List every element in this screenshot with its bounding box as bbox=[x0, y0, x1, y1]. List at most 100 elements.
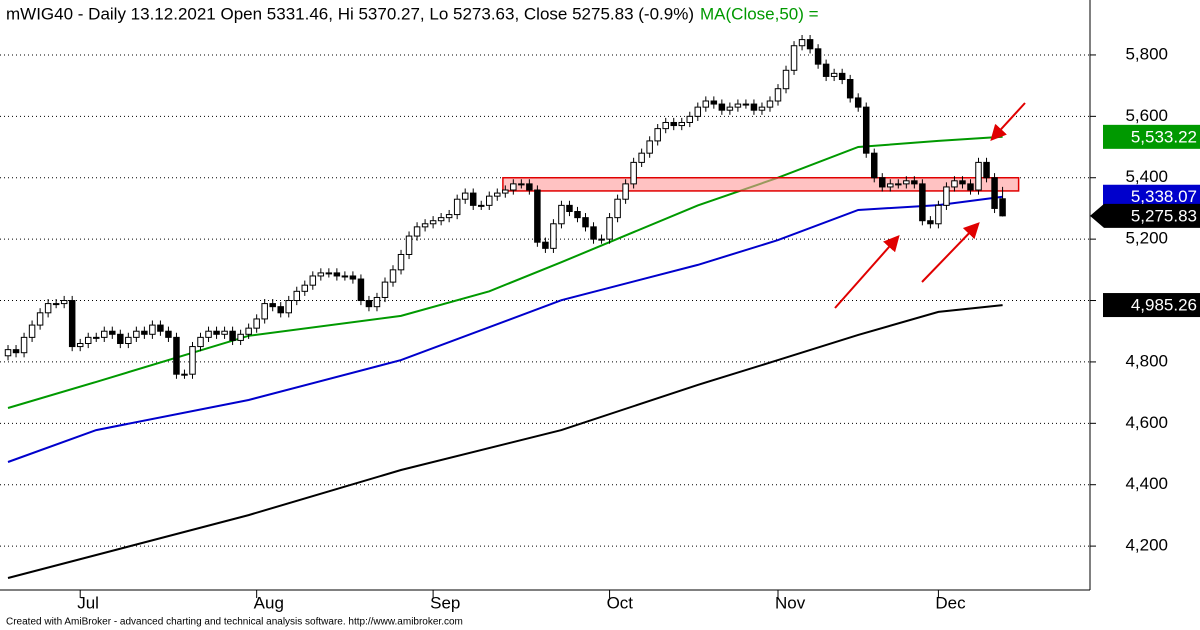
candle-body bbox=[20, 336, 28, 354]
candle-body bbox=[84, 336, 92, 345]
candle-body bbox=[117, 333, 124, 345]
candle-body bbox=[277, 306, 284, 314]
candle-body bbox=[758, 106, 766, 111]
candle-body bbox=[349, 275, 357, 280]
arrow bbox=[921, 222, 980, 283]
y-tick-label: 4,200 bbox=[1125, 536, 1168, 555]
candle-body bbox=[341, 275, 349, 278]
y-tick-label: 4,800 bbox=[1125, 351, 1168, 370]
y-tick-label: 4,600 bbox=[1125, 413, 1168, 432]
candle-body bbox=[903, 180, 910, 185]
ma-line bbox=[7, 304, 1003, 579]
candle-body bbox=[558, 204, 565, 225]
candle-body bbox=[429, 220, 437, 225]
candle-body bbox=[694, 106, 702, 117]
candle-body bbox=[181, 373, 188, 376]
candle-body bbox=[622, 183, 629, 200]
candle-body bbox=[213, 330, 220, 335]
candle-body bbox=[550, 223, 557, 249]
candle-body bbox=[381, 281, 389, 298]
ma-line bbox=[7, 195, 1003, 463]
candle-body bbox=[662, 121, 669, 130]
x-tick-label: Aug bbox=[254, 593, 284, 612]
candle-body bbox=[870, 152, 878, 179]
candle-body bbox=[92, 336, 100, 339]
candle-body bbox=[742, 103, 750, 106]
candle-body bbox=[887, 183, 894, 188]
candle-body bbox=[4, 349, 12, 357]
candle-body bbox=[678, 121, 686, 127]
candle-body bbox=[365, 300, 373, 308]
candle-body bbox=[486, 195, 493, 206]
candle-body bbox=[293, 290, 301, 302]
candle-body bbox=[245, 327, 252, 335]
candle-body bbox=[654, 128, 661, 142]
candle-body bbox=[309, 275, 317, 286]
candle-body bbox=[261, 303, 268, 320]
candle-body bbox=[790, 45, 798, 71]
candle-body bbox=[927, 220, 934, 225]
candle-body bbox=[502, 189, 509, 194]
candle-body bbox=[951, 180, 958, 188]
candle-body bbox=[357, 278, 365, 302]
candle-body bbox=[774, 88, 782, 102]
candle-body bbox=[101, 330, 108, 338]
candle-body bbox=[983, 161, 990, 179]
candle-body bbox=[630, 161, 637, 185]
x-tick-label: Dec bbox=[935, 593, 966, 612]
candle-body bbox=[566, 204, 573, 213]
candle-body bbox=[229, 330, 236, 341]
candle-body bbox=[205, 330, 212, 338]
candle-body bbox=[574, 211, 581, 219]
candle-body bbox=[301, 284, 309, 292]
candle-body bbox=[76, 343, 84, 348]
candle-body bbox=[879, 177, 886, 188]
candle-body bbox=[782, 69, 790, 90]
candle-body bbox=[421, 223, 429, 228]
candle-body bbox=[895, 183, 902, 186]
value-tag-label: 5,338.07 bbox=[1131, 187, 1197, 206]
x-tick-label: Nov bbox=[775, 593, 806, 612]
candle-body bbox=[919, 183, 926, 222]
candle-body bbox=[221, 330, 228, 335]
candle-body bbox=[798, 39, 806, 47]
candle-body bbox=[453, 198, 461, 216]
x-tick-label: Sep bbox=[430, 593, 460, 612]
candle-body bbox=[598, 238, 605, 241]
candle-body bbox=[814, 48, 822, 65]
candle-body bbox=[526, 183, 533, 191]
candle-body bbox=[36, 312, 44, 326]
candle-body bbox=[518, 183, 525, 186]
value-tag-label: 4,985.26 bbox=[1131, 296, 1197, 315]
candle-body bbox=[477, 204, 485, 207]
candle-body bbox=[935, 204, 942, 225]
arrow bbox=[834, 235, 900, 309]
candle-body bbox=[253, 318, 260, 329]
candle-body bbox=[999, 198, 1006, 217]
candle-body bbox=[44, 303, 52, 314]
candle-body bbox=[686, 115, 694, 123]
candle-body bbox=[822, 63, 830, 77]
candle-body bbox=[862, 106, 870, 154]
y-tick-label: 5,200 bbox=[1125, 229, 1168, 248]
candle-body bbox=[614, 198, 621, 219]
candle-body bbox=[389, 269, 397, 283]
y-tick-label: 4,400 bbox=[1125, 474, 1168, 493]
candle-body bbox=[52, 303, 60, 306]
candle-body bbox=[68, 300, 76, 348]
candle-body bbox=[461, 192, 469, 200]
candle-body bbox=[638, 152, 645, 163]
resistance-zone bbox=[502, 176, 1020, 192]
candle-body bbox=[28, 324, 36, 338]
candle-body bbox=[141, 330, 148, 335]
arrow bbox=[990, 102, 1026, 141]
candle-body bbox=[911, 180, 918, 185]
candle-body bbox=[967, 183, 974, 191]
candle-body bbox=[125, 336, 132, 345]
candle-body bbox=[806, 39, 814, 50]
value-tag bbox=[1103, 124, 1200, 149]
candle-body bbox=[750, 103, 758, 111]
candle-body bbox=[405, 235, 413, 255]
candle-body bbox=[991, 177, 998, 209]
